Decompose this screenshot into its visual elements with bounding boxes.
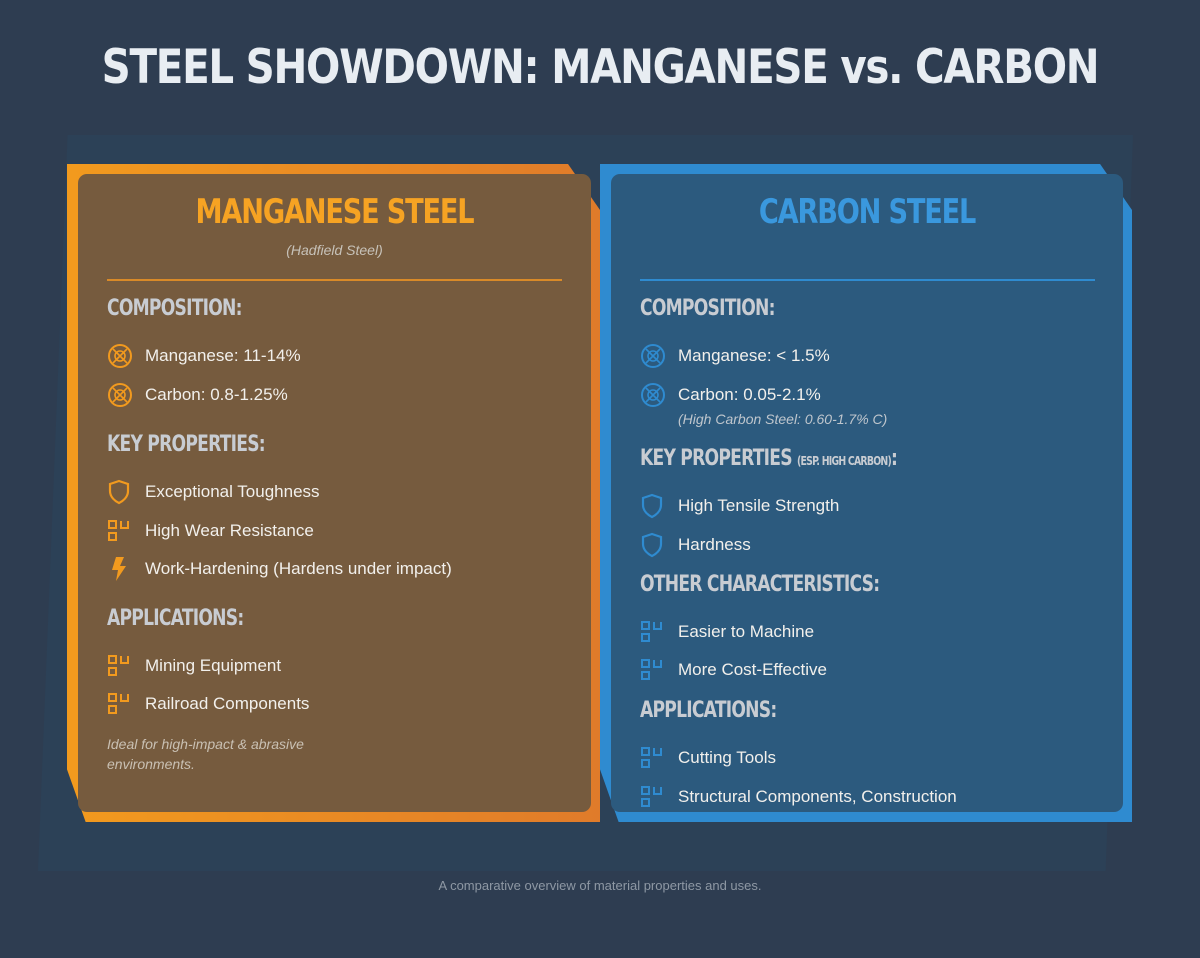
item-text: Cutting Tools xyxy=(678,748,776,767)
item-text: Carbon: 0.05-2.1% (High Carbon Steel: 0.6… xyxy=(678,383,887,429)
page-title: STEEL SHOWDOWN: MANGANESE vs. CARBON xyxy=(101,40,1100,95)
list-item: Hardness xyxy=(640,532,751,558)
list-item: High Wear Resistance xyxy=(107,519,314,543)
shield-icon xyxy=(107,479,135,505)
list-item: Easier to Machine xyxy=(640,620,814,644)
bolt-icon xyxy=(107,557,135,581)
item-text: Hardness xyxy=(678,535,751,554)
manganese-properties-heading: KEY PROPERTIES: xyxy=(107,432,266,457)
list-item: Mining Equipment xyxy=(107,654,281,678)
list-item: Carbon: 0.05-2.1% (High Carbon Steel: 0.6… xyxy=(640,383,887,429)
list-item: Structural Components, Construction xyxy=(640,785,957,809)
atom-icon xyxy=(107,344,135,368)
carbon-properties-heading: KEY PROPERTIES (ESP. HIGH CARBON): xyxy=(640,446,898,471)
list-item: Manganese: 11-14% xyxy=(107,344,301,368)
carbon-card-title: CARBON STEEL xyxy=(758,192,976,232)
carbon-divider xyxy=(640,279,1095,281)
item-text: Manganese: < 1.5% xyxy=(678,346,830,365)
blocks-icon xyxy=(107,692,135,716)
item-text: Work-Hardening (Hardens under impact) xyxy=(145,559,452,578)
carbon-range-text: Carbon: 0.05-2.1% xyxy=(678,385,821,404)
atom-icon xyxy=(640,383,668,407)
item-text: Easier to Machine xyxy=(678,622,815,641)
blocks-icon xyxy=(107,519,135,543)
manganese-divider xyxy=(107,279,562,281)
manganese-note: Ideal for high-impact & abrasive environ… xyxy=(107,736,304,772)
blocks-icon xyxy=(640,620,668,644)
heading-suffix: : xyxy=(890,446,898,471)
manganese-applications-heading: APPLICATIONS: xyxy=(107,606,244,631)
item-text: Structural Components, Construction xyxy=(678,787,957,806)
blocks-icon xyxy=(640,785,668,809)
list-item: Carbon: 0.8-1.25% xyxy=(107,383,288,407)
shield-icon xyxy=(640,532,668,558)
atom-icon xyxy=(640,344,668,368)
list-item: More Cost-Effective xyxy=(640,658,827,682)
blocks-icon xyxy=(640,746,668,770)
footer-caption: A comparative overview of material prope… xyxy=(438,878,762,893)
carbon-range-note: (High Carbon Steel: 0.60-1.7% C) xyxy=(678,411,888,427)
list-item: Manganese: < 1.5% xyxy=(640,344,830,368)
carbon-other-heading: OTHER CHARACTERISTICS: xyxy=(640,572,880,597)
list-item: Railroad Components xyxy=(107,692,309,716)
carbon-composition-heading: COMPOSITION: xyxy=(640,296,775,321)
item-text: More Cost-Effective xyxy=(678,660,827,679)
list-item: Cutting Tools xyxy=(640,746,776,770)
item-text: High Tensile Strength xyxy=(678,496,840,515)
carbon-card: CARBON STEEL COMPOSITION: Manganese: < 1… xyxy=(611,174,1123,812)
list-item: Exceptional Toughness xyxy=(107,479,320,505)
item-text: Exceptional Toughness xyxy=(145,482,320,501)
carbon-applications-heading: APPLICATIONS: xyxy=(640,698,777,723)
manganese-card: MANGANESE STEEL (Hadfield Steel) COMPOSI… xyxy=(78,174,591,812)
manganese-composition-heading: COMPOSITION: xyxy=(107,296,242,321)
heading-qualifier: (ESP. HIGH CARBON) xyxy=(796,454,892,468)
item-text: Carbon: 0.8-1.25% xyxy=(145,385,288,404)
manganese-card-subtitle: (Hadfield Steel) xyxy=(286,242,383,258)
heading-text: KEY PROPERTIES xyxy=(640,446,793,471)
manganese-card-title: MANGANESE STEEL xyxy=(195,192,475,232)
item-text: Railroad Components xyxy=(145,694,310,713)
list-item: Work-Hardening (Hardens under impact) xyxy=(107,557,452,581)
blocks-icon xyxy=(107,654,135,678)
blocks-icon xyxy=(640,658,668,682)
list-item: High Tensile Strength xyxy=(640,493,840,519)
item-text: High Wear Resistance xyxy=(145,521,314,540)
item-text: Manganese: 11-14% xyxy=(145,346,301,365)
shield-icon xyxy=(640,493,668,519)
item-text: Mining Equipment xyxy=(145,656,282,675)
atom-icon xyxy=(107,383,135,407)
